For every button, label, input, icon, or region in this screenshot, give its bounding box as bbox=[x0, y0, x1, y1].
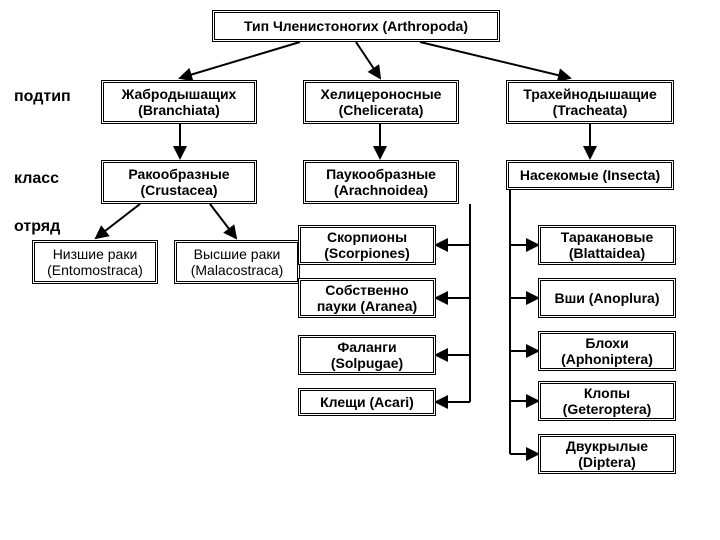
order-left-0: Низшие раки (Entomostraca) bbox=[32, 240, 158, 284]
subphylum-box-0: Жабродышащих (Branchiata) bbox=[101, 80, 257, 124]
order-mid-1: Собственно пауки (Aranea) bbox=[298, 278, 436, 318]
order-right-3: Клопы (Geteroptera) bbox=[538, 381, 676, 421]
order-right-0: Таракановые (Blattaidea) bbox=[538, 225, 676, 265]
class-box-1: Паукообразные (Arachnoidea) bbox=[303, 160, 459, 204]
subphylum-box-1: Хелицероносные (Chelicerata) bbox=[303, 80, 459, 124]
order-mid-3: Клещи (Acari) bbox=[298, 388, 436, 416]
subphylum-box-2: Трахейнодышащие (Tracheata) bbox=[506, 80, 674, 124]
order-right-4: Двукрылые (Diptera) bbox=[538, 434, 676, 474]
order-mid-2: Фаланги (Solpugae) bbox=[298, 335, 436, 375]
order-right-1: Вши (Anoplura) bbox=[538, 278, 676, 318]
order-left-1: Высшие раки (Malacostraca) bbox=[174, 240, 300, 284]
root-box: Тип Членистоногих (Arthropoda) bbox=[212, 10, 500, 42]
class-box-0: Ракообразные (Crustacea) bbox=[101, 160, 257, 204]
label-order: отряд bbox=[14, 218, 60, 236]
order-right-2: Блохи (Aphoniptera) bbox=[538, 331, 676, 371]
label-subphylum: подтип bbox=[14, 88, 71, 106]
label-class: класс bbox=[14, 170, 59, 188]
class-box-2: Насекомые (Insecta) bbox=[506, 160, 674, 190]
order-mid-0: Скорпионы (Scorpiones) bbox=[298, 225, 436, 265]
